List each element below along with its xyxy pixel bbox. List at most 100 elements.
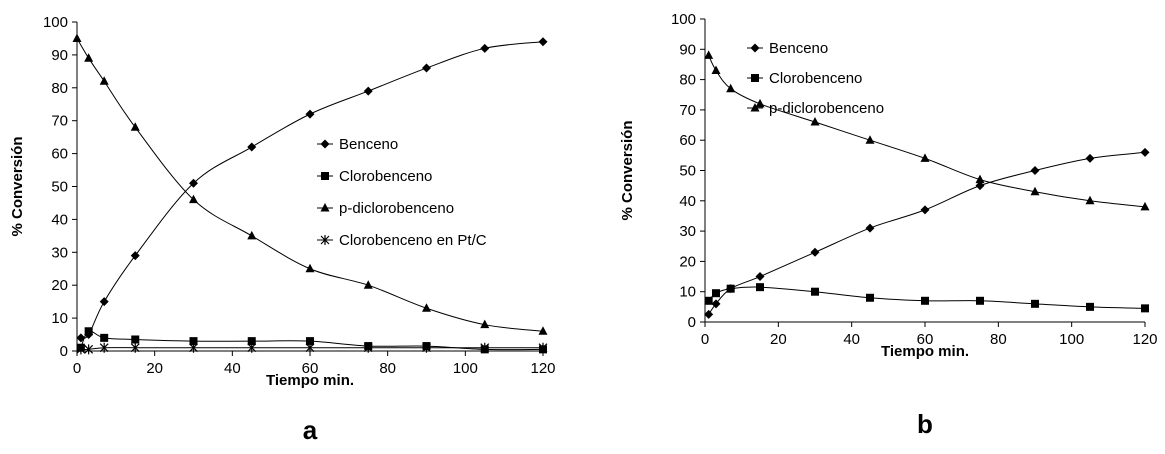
data-point xyxy=(189,194,198,204)
legend-marker xyxy=(750,43,760,53)
data-point xyxy=(711,65,721,75)
data-point xyxy=(84,344,94,355)
legend-marker xyxy=(321,172,329,180)
data-point xyxy=(976,296,984,305)
legend-entry: Clorobenceno en Pt/C xyxy=(317,232,487,249)
data-point xyxy=(363,342,373,353)
legend-label: Benceno xyxy=(769,40,828,57)
data-point xyxy=(810,247,820,257)
x-tick-label: 120 xyxy=(530,360,555,377)
x-tick-label: 0 xyxy=(73,360,81,377)
data-point xyxy=(1031,299,1039,308)
data-point xyxy=(422,303,431,312)
data-point xyxy=(189,178,198,188)
x-tick-label: 120 xyxy=(1132,331,1157,348)
data-point xyxy=(726,284,735,293)
data-point xyxy=(1030,186,1040,196)
legend-entry: Benceno xyxy=(747,40,828,57)
data-point xyxy=(131,335,140,344)
chart-panel-b: 0 10 20 30 40 50 60 70 80 90 100 0 20 40 60 80 100 120 % C… xyxy=(619,11,1158,439)
y-tick-label: 70 xyxy=(51,113,68,130)
x-axis-title: Tiempo min. xyxy=(881,343,969,360)
data-point xyxy=(755,272,765,282)
data-point xyxy=(480,319,490,329)
data-point xyxy=(363,86,373,96)
legend-marker xyxy=(751,74,759,82)
data-point xyxy=(865,223,875,233)
data-point xyxy=(810,117,820,126)
data-point xyxy=(76,344,86,355)
data-point xyxy=(538,37,548,47)
data-point xyxy=(247,230,257,240)
y-tick-label: 0 xyxy=(688,314,696,331)
data-point xyxy=(84,53,94,62)
y-tick-label: 50 xyxy=(679,163,696,180)
legend-marker xyxy=(320,203,330,212)
x-tick-label: 20 xyxy=(146,360,163,377)
data-point xyxy=(189,342,198,353)
y-tick-label: 90 xyxy=(679,41,696,58)
data-point xyxy=(975,174,985,184)
data-point xyxy=(247,342,257,353)
series-line xyxy=(80,41,544,339)
data-point xyxy=(1085,153,1095,163)
data-point xyxy=(1141,304,1149,313)
legend-entry: Clorobenceno xyxy=(747,70,862,87)
series-benceno xyxy=(76,37,548,343)
data-point xyxy=(865,135,875,144)
x-axis-title: Tiempo min. xyxy=(266,372,354,389)
y-tick-label: 100 xyxy=(43,14,68,31)
panel-label: a xyxy=(303,415,318,445)
legend-label: p-diclorobenceno xyxy=(339,200,454,217)
data-point xyxy=(704,50,714,59)
legend-marker xyxy=(320,139,330,149)
x-tick-label: 0 xyxy=(701,331,709,348)
data-point xyxy=(921,296,929,305)
data-point xyxy=(920,205,930,215)
x-tick-label: 80 xyxy=(990,331,1007,348)
y-tick-label: 40 xyxy=(679,193,696,210)
data-point xyxy=(247,142,257,152)
legend-entry: p-diclorobenceno xyxy=(317,200,454,217)
series-p-diclorobenceno xyxy=(704,50,1150,211)
x-tick-label: 60 xyxy=(917,331,934,348)
y-axis-title: % Conversión xyxy=(9,136,26,236)
y-tick-label: 40 xyxy=(51,211,68,228)
data-point xyxy=(538,326,548,335)
data-point xyxy=(305,263,315,273)
data-point xyxy=(1140,147,1150,157)
y-tick-label: 90 xyxy=(51,47,68,64)
series-line xyxy=(708,151,1146,315)
data-point xyxy=(72,33,82,42)
x-tick-label: 100 xyxy=(453,360,478,377)
data-point xyxy=(866,293,874,302)
legend-label: p-diclorobenceno xyxy=(769,100,884,117)
data-point xyxy=(363,280,373,289)
y-tick-label: 10 xyxy=(679,284,696,301)
y-tick-label: 60 xyxy=(679,132,696,149)
data-point xyxy=(247,337,256,346)
chart-panel-a: 0 10 20 30 40 50 60 70 80 90 100 0 20 40 60 80 100 120 % C… xyxy=(9,14,556,445)
x-tick-label: 60 xyxy=(302,360,319,377)
data-point xyxy=(130,251,140,261)
y-tick-label: 10 xyxy=(51,310,68,327)
legend-entry: Benceno xyxy=(317,136,398,153)
data-point xyxy=(100,333,109,342)
legend-label: Clorobenceno en Pt/C xyxy=(339,232,487,249)
data-point xyxy=(1030,166,1040,175)
y-tick-label: 80 xyxy=(679,72,696,89)
data-point xyxy=(422,63,431,73)
legend-label: Clorobenceno xyxy=(769,70,862,87)
data-point xyxy=(711,299,721,309)
data-point xyxy=(189,337,198,346)
y-tick-label: 30 xyxy=(51,244,68,261)
data-point xyxy=(305,342,315,353)
y-tick-label: 20 xyxy=(679,253,696,270)
legend-label: Clorobenceno xyxy=(339,168,432,185)
y-tick-label: 30 xyxy=(679,223,696,240)
data-point xyxy=(130,122,140,131)
x-tick-label: 20 xyxy=(770,331,787,348)
panel-label: b xyxy=(917,409,933,439)
y-tick-label: 0 xyxy=(60,343,68,360)
data-point xyxy=(726,83,736,93)
